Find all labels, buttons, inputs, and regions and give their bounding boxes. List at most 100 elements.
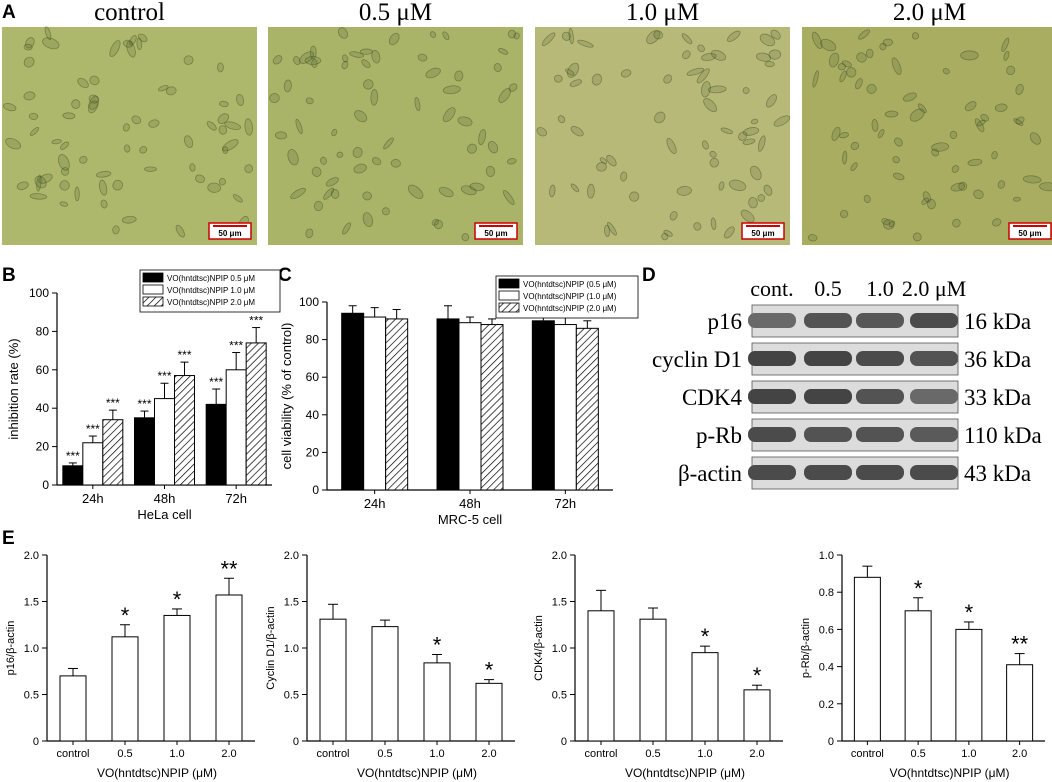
y-tick-label: 0.8 (819, 587, 834, 599)
cell-shape (42, 37, 60, 50)
y-tick-label: 60 (36, 363, 50, 377)
cell-shape (388, 32, 400, 46)
panel-letter-b: B (2, 265, 16, 286)
cell-shape (877, 128, 885, 139)
cell-shape (2, 103, 17, 112)
micrograph-image (802, 27, 1052, 245)
cell-shape (461, 233, 470, 242)
cell-shape (604, 224, 611, 237)
legend-swatch (142, 284, 164, 295)
cell-shape (359, 48, 373, 55)
cell-shape (763, 184, 773, 196)
y-axis-label: inhibition rate (%) (6, 338, 21, 439)
cell-shape (738, 131, 748, 141)
x-tick-label: 24h (82, 491, 104, 506)
cell-shape (442, 85, 461, 95)
blot-band (856, 351, 904, 366)
cell-shape (997, 180, 1006, 189)
cell-shape (58, 154, 70, 171)
blot-band (910, 351, 958, 366)
x-tick-label: 24h (364, 496, 386, 511)
y-axis-label: CDK4/β-actin (533, 615, 545, 681)
cell-shape (606, 154, 617, 167)
lane-label: 1.0 (866, 276, 894, 301)
cell-shape (697, 44, 705, 53)
cell-shape (195, 174, 205, 184)
cell-shape (1012, 196, 1021, 202)
cell-shape (709, 150, 717, 158)
bar (245, 342, 267, 486)
cell-shape (217, 62, 224, 73)
cell-shape (460, 185, 477, 196)
cell-shape (701, 52, 717, 61)
y-tick-label: 0.5 (552, 690, 567, 702)
cell-shape (341, 61, 349, 70)
cell-shape (507, 29, 516, 39)
blot-band (910, 389, 958, 404)
cell-shape (748, 196, 758, 209)
x-axis-label: HeLa cell (137, 507, 191, 522)
cell-shape (866, 83, 877, 94)
cell-shape (991, 151, 998, 160)
cell-shape (109, 40, 121, 57)
cell-shape (206, 121, 217, 131)
y-tick-label: 0.5 (24, 690, 39, 702)
cell-shape (304, 56, 322, 65)
bar (436, 318, 460, 491)
blot-band (910, 427, 958, 442)
cell-shape (1003, 50, 1010, 61)
lane-label: cont. (750, 276, 793, 301)
bar (904, 610, 932, 742)
cell-shape (336, 151, 344, 158)
x-axis-label: VO(hntdtsc)NPIP (μM) (889, 766, 1009, 780)
x-tick-label: control (56, 748, 89, 760)
cell-shape (568, 28, 574, 45)
bar (163, 614, 191, 742)
cell-shape (561, 31, 571, 41)
cell-shape (567, 62, 580, 78)
cell-shape (812, 70, 819, 88)
cell-shape (950, 182, 966, 192)
micrograph-image (268, 27, 523, 245)
cell-shape (28, 112, 39, 120)
legend-label: VO(hntdtsc)NPIP (0.5 μM) (523, 280, 617, 289)
cell-shape (693, 222, 702, 231)
micrograph-header: 0.5 μM (359, 0, 432, 26)
bar (423, 662, 451, 742)
legend-swatch (142, 272, 164, 283)
cell-shape (742, 138, 756, 145)
legend-label: VO(hntdtsc)NPIP 0.5 μM (167, 274, 255, 283)
micrograph-panel: control 50 μm 0.5 μM 50 μm 1.0 μM 50 μm 2.0 μM… (2, 0, 1052, 245)
significance-label: *** (106, 396, 120, 410)
cell-shape (244, 164, 254, 174)
cell-shape (620, 69, 632, 78)
cell-shape (1015, 116, 1025, 125)
significance-label: *** (86, 422, 100, 436)
cell-shape (927, 198, 936, 210)
cell-shape (599, 157, 608, 164)
cell-shape (383, 137, 394, 150)
x-tick-label: 1.0 (429, 748, 444, 760)
significance-label: *** (137, 397, 151, 411)
bar (102, 419, 124, 486)
cell-shape (158, 84, 169, 92)
blot-size-label: 16 kDa (964, 309, 1031, 334)
cell-shape (295, 118, 303, 134)
cell-shape (165, 86, 177, 96)
x-tick-label: 1.0 (961, 748, 976, 760)
cell-shape (888, 220, 896, 228)
cell-shape (620, 171, 628, 182)
cell-shape (922, 191, 931, 203)
cell-shape (498, 48, 509, 55)
cell-shape (701, 140, 709, 150)
bar (553, 324, 577, 491)
significance-label: * (914, 576, 923, 601)
cell-shape (912, 232, 922, 242)
cell-shape (709, 157, 720, 168)
blot-protein-label: CDK4 (682, 385, 743, 410)
cdk4-quant-chart: 0 0.5 1.0 1.5 2.0 control 0.5 * 1.0 * 2.0 VO(hntdts… (533, 550, 783, 780)
micrograph-header: 1.0 μM (626, 0, 699, 26)
x-axis-label: VO(hntdtsc)NPIP (μM) (625, 766, 745, 780)
cell-shape (175, 224, 185, 238)
cell-shape (921, 197, 929, 205)
